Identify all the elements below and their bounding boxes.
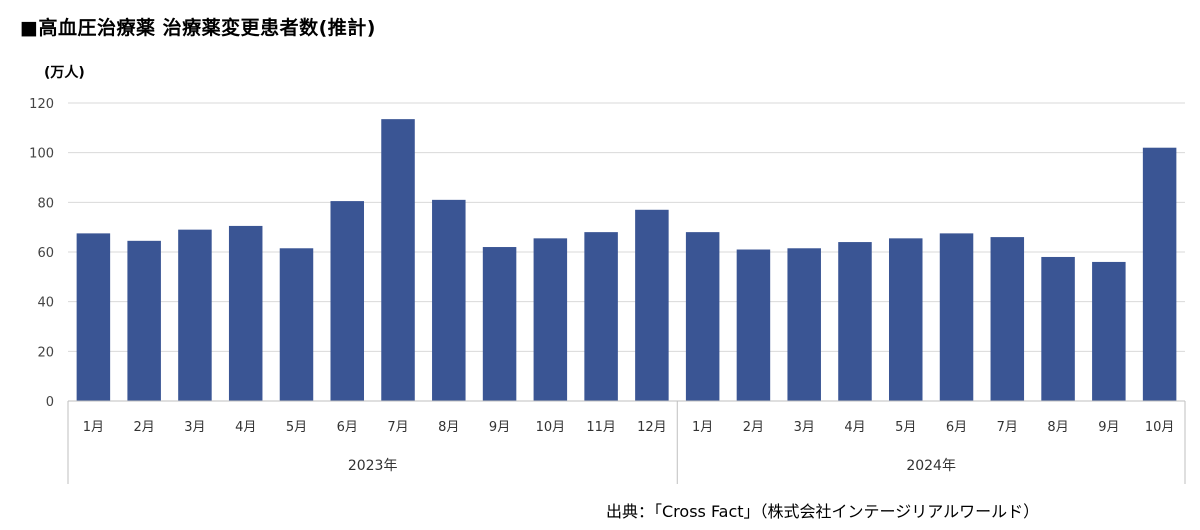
x-axis: 1月 2月 3月 4月 5月 6月 7月 8月 9月 10月 11月 12月 1月 2月 3月 4月 5月 6月 7…: [67, 400, 1186, 484]
x-tick-label: 10月: [536, 420, 566, 435]
bar: [635, 209, 669, 401]
x-tick-label: 4月: [235, 420, 256, 435]
y-tick-label: 120: [29, 97, 54, 112]
x-tick-label: 8月: [438, 420, 459, 435]
x-tick-label: 12月: [637, 420, 667, 435]
x-tick-label: 8月: [1047, 420, 1068, 435]
y-tick-label: 0: [46, 395, 54, 410]
y-tick-label: 60: [37, 246, 54, 261]
bars: [76, 119, 1177, 402]
x-tick-label: 1月: [692, 420, 713, 435]
x-tick-label: 2月: [743, 420, 764, 435]
bar: [736, 249, 771, 401]
x-tick-label: 3月: [794, 420, 815, 435]
bar: [1041, 256, 1075, 401]
bar: [888, 238, 923, 401]
x-tick-label: 9月: [1098, 420, 1119, 435]
bar: [482, 247, 517, 401]
x-tick-label: 3月: [184, 420, 205, 435]
bar: [228, 225, 263, 401]
x-tick-label: 4月: [844, 420, 865, 435]
x-tick-label: 5月: [286, 420, 307, 435]
x-tick-label: 5月: [895, 420, 916, 435]
x-tick-label: 10月: [1145, 420, 1175, 435]
x-tick-label: 6月: [946, 420, 967, 435]
x-tick-label: 6月: [337, 420, 358, 435]
bar: [533, 238, 568, 401]
bar: [990, 237, 1025, 401]
bar: [279, 248, 314, 401]
x-group-label: 2024年: [906, 458, 956, 474]
y-tick-label: 80: [37, 196, 54, 211]
y-tick-label: 40: [37, 296, 54, 311]
bar: [838, 242, 872, 401]
bar: [127, 240, 161, 401]
y-axis-unit: (万人): [44, 65, 85, 81]
bar: [381, 119, 415, 402]
y-axis-ticks: 0 20 40 60 80 100 120: [29, 97, 54, 410]
bar: [584, 232, 618, 401]
bar: [1142, 147, 1177, 401]
bar: [432, 199, 466, 401]
y-tick-label: 100: [29, 147, 54, 162]
bar: [1092, 261, 1126, 401]
bar: [939, 233, 974, 401]
x-tick-label: 1月: [83, 420, 104, 435]
bar: [178, 229, 212, 401]
chart-title: ■高血圧治療薬 治療薬変更患者数(推計): [20, 17, 376, 39]
bar: [685, 232, 720, 401]
bar: [787, 248, 821, 401]
x-tick-label: 2月: [134, 420, 155, 435]
bar: [330, 201, 365, 401]
x-tick-label: 11月: [586, 420, 616, 435]
y-tick-label: 20: [37, 345, 54, 360]
x-tick-label: 9月: [489, 420, 510, 435]
x-tick-label: 7月: [997, 420, 1018, 435]
x-tick-label: 7月: [387, 420, 408, 435]
x-group-label: 2023年: [348, 458, 398, 474]
bar: [76, 233, 111, 401]
source-note: 出典：「Cross Fact」（株式会社インテージリアルワールド）: [606, 502, 1040, 521]
